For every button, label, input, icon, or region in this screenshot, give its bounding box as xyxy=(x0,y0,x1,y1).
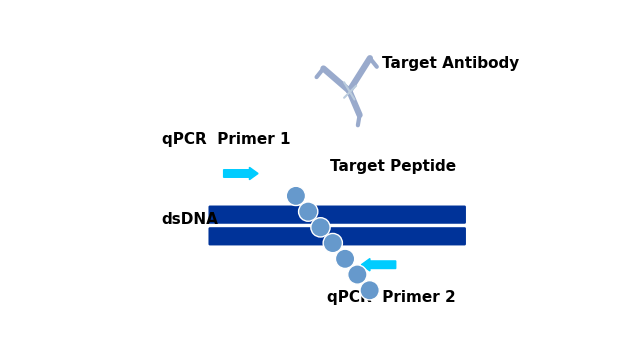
Circle shape xyxy=(348,265,367,284)
FancyArrow shape xyxy=(362,259,396,271)
Circle shape xyxy=(360,281,380,300)
Text: qPCR  Primer 2: qPCR Primer 2 xyxy=(327,290,456,305)
Circle shape xyxy=(335,249,355,269)
Circle shape xyxy=(298,202,318,221)
Text: qPCR  Primer 1: qPCR Primer 1 xyxy=(162,132,290,146)
FancyBboxPatch shape xyxy=(209,205,466,224)
Text: Target Peptide: Target Peptide xyxy=(330,159,456,174)
FancyArrow shape xyxy=(223,167,258,180)
Text: Target Antibody: Target Antibody xyxy=(382,56,519,71)
Circle shape xyxy=(323,234,342,253)
FancyBboxPatch shape xyxy=(209,227,466,245)
Circle shape xyxy=(286,186,305,205)
Text: dsDNA: dsDNA xyxy=(162,212,218,228)
Circle shape xyxy=(311,218,330,237)
